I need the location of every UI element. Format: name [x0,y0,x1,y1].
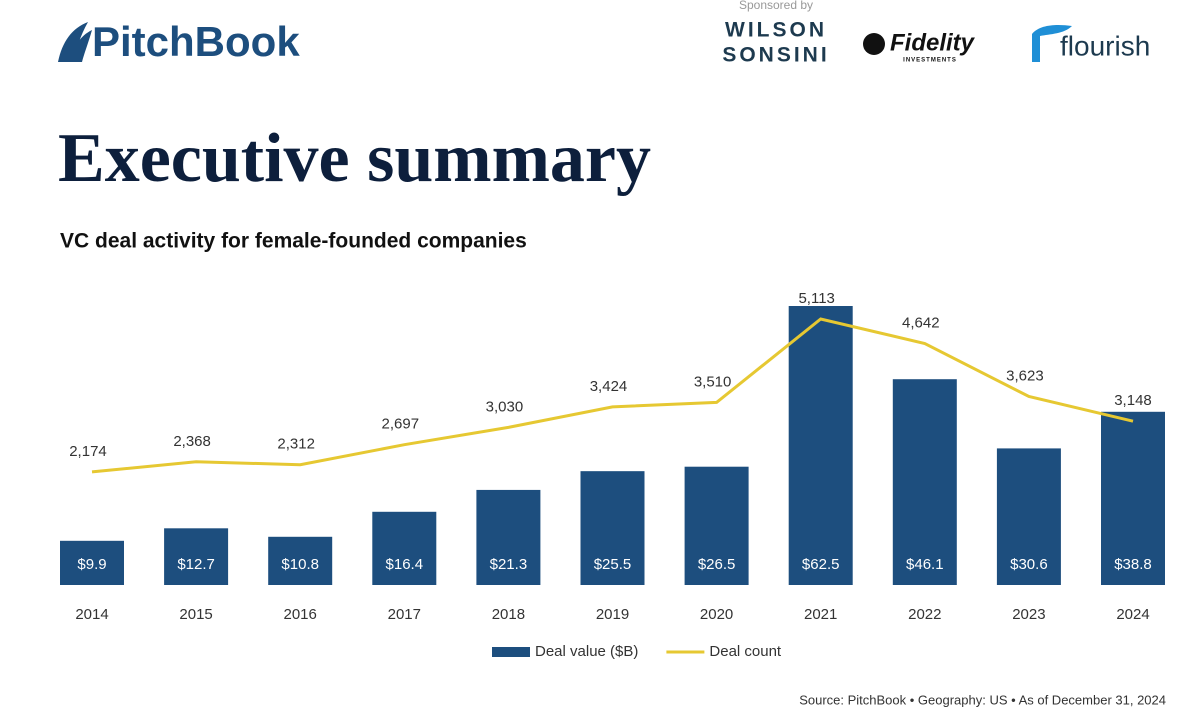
x-tick-label: 2019 [596,606,629,623]
legend-label: Deal count [709,643,782,660]
line-label: 5,113 [798,290,834,307]
sponsored-by: Sponsored by [739,0,813,12]
logo: PitchBook [92,18,300,65]
bar-label: $21.3 [490,556,528,573]
x-tick-label: 2022 [908,606,941,623]
line-label: 2,312 [277,436,315,453]
x-tick-label: 2015 [179,606,212,623]
x-tick-label: 2024 [1116,606,1149,623]
bar [164,528,229,585]
line-label: 3,510 [694,373,732,390]
source: Source: PitchBook • Geography: US • As o… [799,692,1166,707]
logo-icon [58,22,92,62]
sponsor: WILSON [725,19,827,42]
bar-label: $12.7 [177,556,215,573]
x-tick-label: 2021 [804,606,837,623]
bar [892,379,957,585]
bar [1101,411,1165,585]
line [91,317,1134,474]
page-title: Executive summary [58,120,651,197]
line-label: 2,697 [382,416,420,433]
legend-label: Deal value ($B) [535,643,638,660]
sponsor: Fidelity [890,29,976,56]
bar [684,466,749,585]
bar [996,448,1061,585]
bar [372,511,437,585]
bar [476,489,541,585]
x-tick-label: 2023 [1012,606,1045,623]
line-label: 3,623 [1006,367,1044,384]
x-tick-label: 2018 [492,606,525,623]
x-tick-label: 2016 [284,606,317,623]
line-label: 4,642 [902,314,940,331]
line-label: 2,368 [173,433,211,450]
bar-label: $46.1 [906,556,944,573]
sponsor: INVESTMENTS [903,58,957,64]
bar-label: $25.5 [594,556,632,573]
chart-title: VC deal activity for female-founded comp… [60,230,527,253]
legend-swatch [492,647,530,657]
sponsor-icon [863,33,885,55]
line-label: 2,174 [69,443,107,460]
bar-label: $30.6 [1010,556,1048,573]
line-label: 3,030 [486,398,524,415]
bar-label: $38.8 [1114,556,1152,573]
sponsor: SONSINI [722,44,829,67]
x-tick-label: 2014 [75,606,108,623]
bar [788,306,853,585]
sponsor-icon [1032,24,1072,62]
x-tick-label: 2020 [700,606,733,623]
bar-label: $26.5 [698,556,736,573]
bar-label: $16.4 [386,556,424,573]
line-label: 3,148 [1114,392,1152,409]
bar-label: $9.9 [77,556,106,573]
bar-label: $62.5 [802,556,840,573]
x-tick-label: 2017 [388,606,421,623]
sponsor: flourish [1060,30,1150,61]
bar-label: $10.8 [281,556,319,573]
bar [268,536,333,585]
bar [580,471,645,585]
bar [60,540,124,585]
line-label: 3,424 [590,378,628,395]
